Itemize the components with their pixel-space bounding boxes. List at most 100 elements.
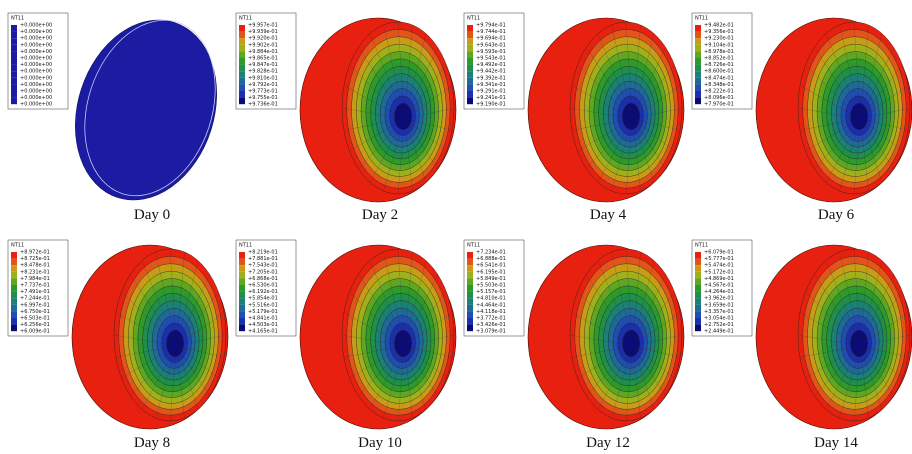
legend-value: +9.847e-01 (248, 62, 278, 68)
legend-value: +9.291e-01 (476, 89, 506, 95)
legend-title: NT11 (695, 16, 708, 22)
legend-swatch (467, 271, 473, 279)
legend-swatch (239, 311, 245, 318)
legend-value: +9.356e-01 (704, 29, 734, 35)
legend-value: +5.179e-01 (248, 309, 278, 315)
legend-value: +3.659e-01 (704, 302, 734, 308)
mesh-line (407, 334, 455, 346)
legend-swatch (239, 271, 245, 279)
mesh-line (404, 350, 413, 419)
legend-value: +5.503e-01 (476, 283, 506, 289)
mesh-line (571, 346, 629, 358)
legend-value: +0.000e+00 (20, 56, 52, 62)
legend-value: +4.503e-01 (248, 322, 278, 328)
legend-swatch (11, 58, 17, 65)
legend-swatch (11, 291, 17, 299)
mesh-line (632, 350, 641, 419)
legend-swatch (695, 311, 701, 318)
mesh-line (121, 291, 173, 343)
legend-swatch (11, 77, 17, 85)
legend-swatch (467, 51, 473, 58)
legend-value: +6.530e-01 (248, 283, 278, 289)
legend-swatch (11, 97, 17, 105)
legend-swatch (11, 44, 17, 52)
mesh-line (121, 347, 173, 379)
mesh-line (863, 85, 909, 117)
mesh-line (358, 47, 402, 114)
solid-rim (84, 19, 216, 197)
legend-swatch (11, 324, 17, 332)
legend-value: +3.962e-01 (704, 296, 734, 302)
mesh-line (141, 350, 175, 410)
mesh-line (406, 122, 438, 169)
legend-swatch (467, 71, 473, 78)
legend-swatch (695, 58, 701, 65)
legend-value: +7.984e-01 (20, 276, 50, 282)
legend-title: NT11 (467, 16, 480, 22)
legend-value: +0.000e+00 (20, 82, 52, 88)
mesh-line (825, 260, 859, 340)
mesh-line (343, 312, 401, 344)
mesh-line (571, 312, 629, 344)
legend-value: +9.593e-01 (476, 49, 506, 55)
legend-box (691, 12, 753, 110)
legend-value: +9.442e-01 (476, 69, 506, 75)
mesh-line (405, 123, 427, 183)
mesh-line (383, 123, 404, 192)
legend-value: +5.157e-01 (476, 289, 506, 295)
mesh-line (862, 122, 894, 169)
legend-swatch (239, 265, 245, 272)
mesh-line (635, 346, 681, 358)
legend-swatch (239, 91, 245, 98)
mesh-line (635, 291, 675, 343)
mesh-line (863, 312, 909, 344)
legend-value: +5.777e-01 (704, 256, 734, 262)
legend-swatch (239, 77, 245, 85)
mesh-line (397, 350, 405, 422)
legend-swatch (467, 304, 473, 312)
mesh-line (861, 350, 883, 410)
legend-swatch (695, 271, 701, 279)
legend-swatch (11, 278, 17, 285)
legend-value: +8.600e-01 (704, 69, 734, 75)
mesh-line (113, 334, 173, 346)
legend-value: +6.195e-01 (476, 269, 506, 275)
mesh-line (632, 24, 641, 113)
legend-value: +0.000e+00 (20, 89, 52, 95)
mesh-line (633, 123, 655, 183)
mesh-line (169, 248, 177, 340)
mesh-line (633, 260, 655, 340)
mesh-line (839, 24, 860, 113)
mesh-line (343, 85, 401, 117)
legend-value: +9.694e-01 (476, 36, 506, 42)
mesh-line (799, 119, 857, 131)
mesh-line (407, 85, 453, 117)
mesh-line (635, 64, 675, 116)
mesh-line (632, 123, 641, 192)
legend-value: +6.256e-01 (20, 322, 50, 328)
mesh-line (178, 349, 210, 396)
mesh-line (814, 349, 858, 396)
mesh-line (176, 251, 185, 340)
mesh-line (635, 312, 681, 344)
legend-value: +9.190e-01 (476, 102, 506, 108)
legend-swatch (11, 258, 17, 266)
legend-box (235, 12, 297, 110)
legend-value: +7.737e-01 (20, 283, 50, 289)
legend-value: +0.000e+00 (20, 95, 52, 101)
mesh-line (369, 260, 403, 340)
mesh-line (407, 119, 453, 131)
legend-value: +9.865e-01 (248, 56, 278, 62)
mesh-line (349, 347, 401, 379)
legend-value: +7.881e-01 (248, 256, 278, 262)
mesh-line (860, 350, 869, 419)
legend-value: +8.725e-01 (20, 256, 50, 262)
legend-swatch (695, 25, 701, 32)
mesh-line (860, 251, 869, 340)
legend-value: +3.772e-01 (476, 316, 506, 322)
legend-swatch (11, 91, 17, 98)
legend-box (463, 12, 525, 110)
legend-value: +6.503e-01 (20, 316, 50, 322)
legend-value: +4.567e-01 (704, 283, 734, 289)
legend-value: +0.000e+00 (20, 75, 52, 81)
